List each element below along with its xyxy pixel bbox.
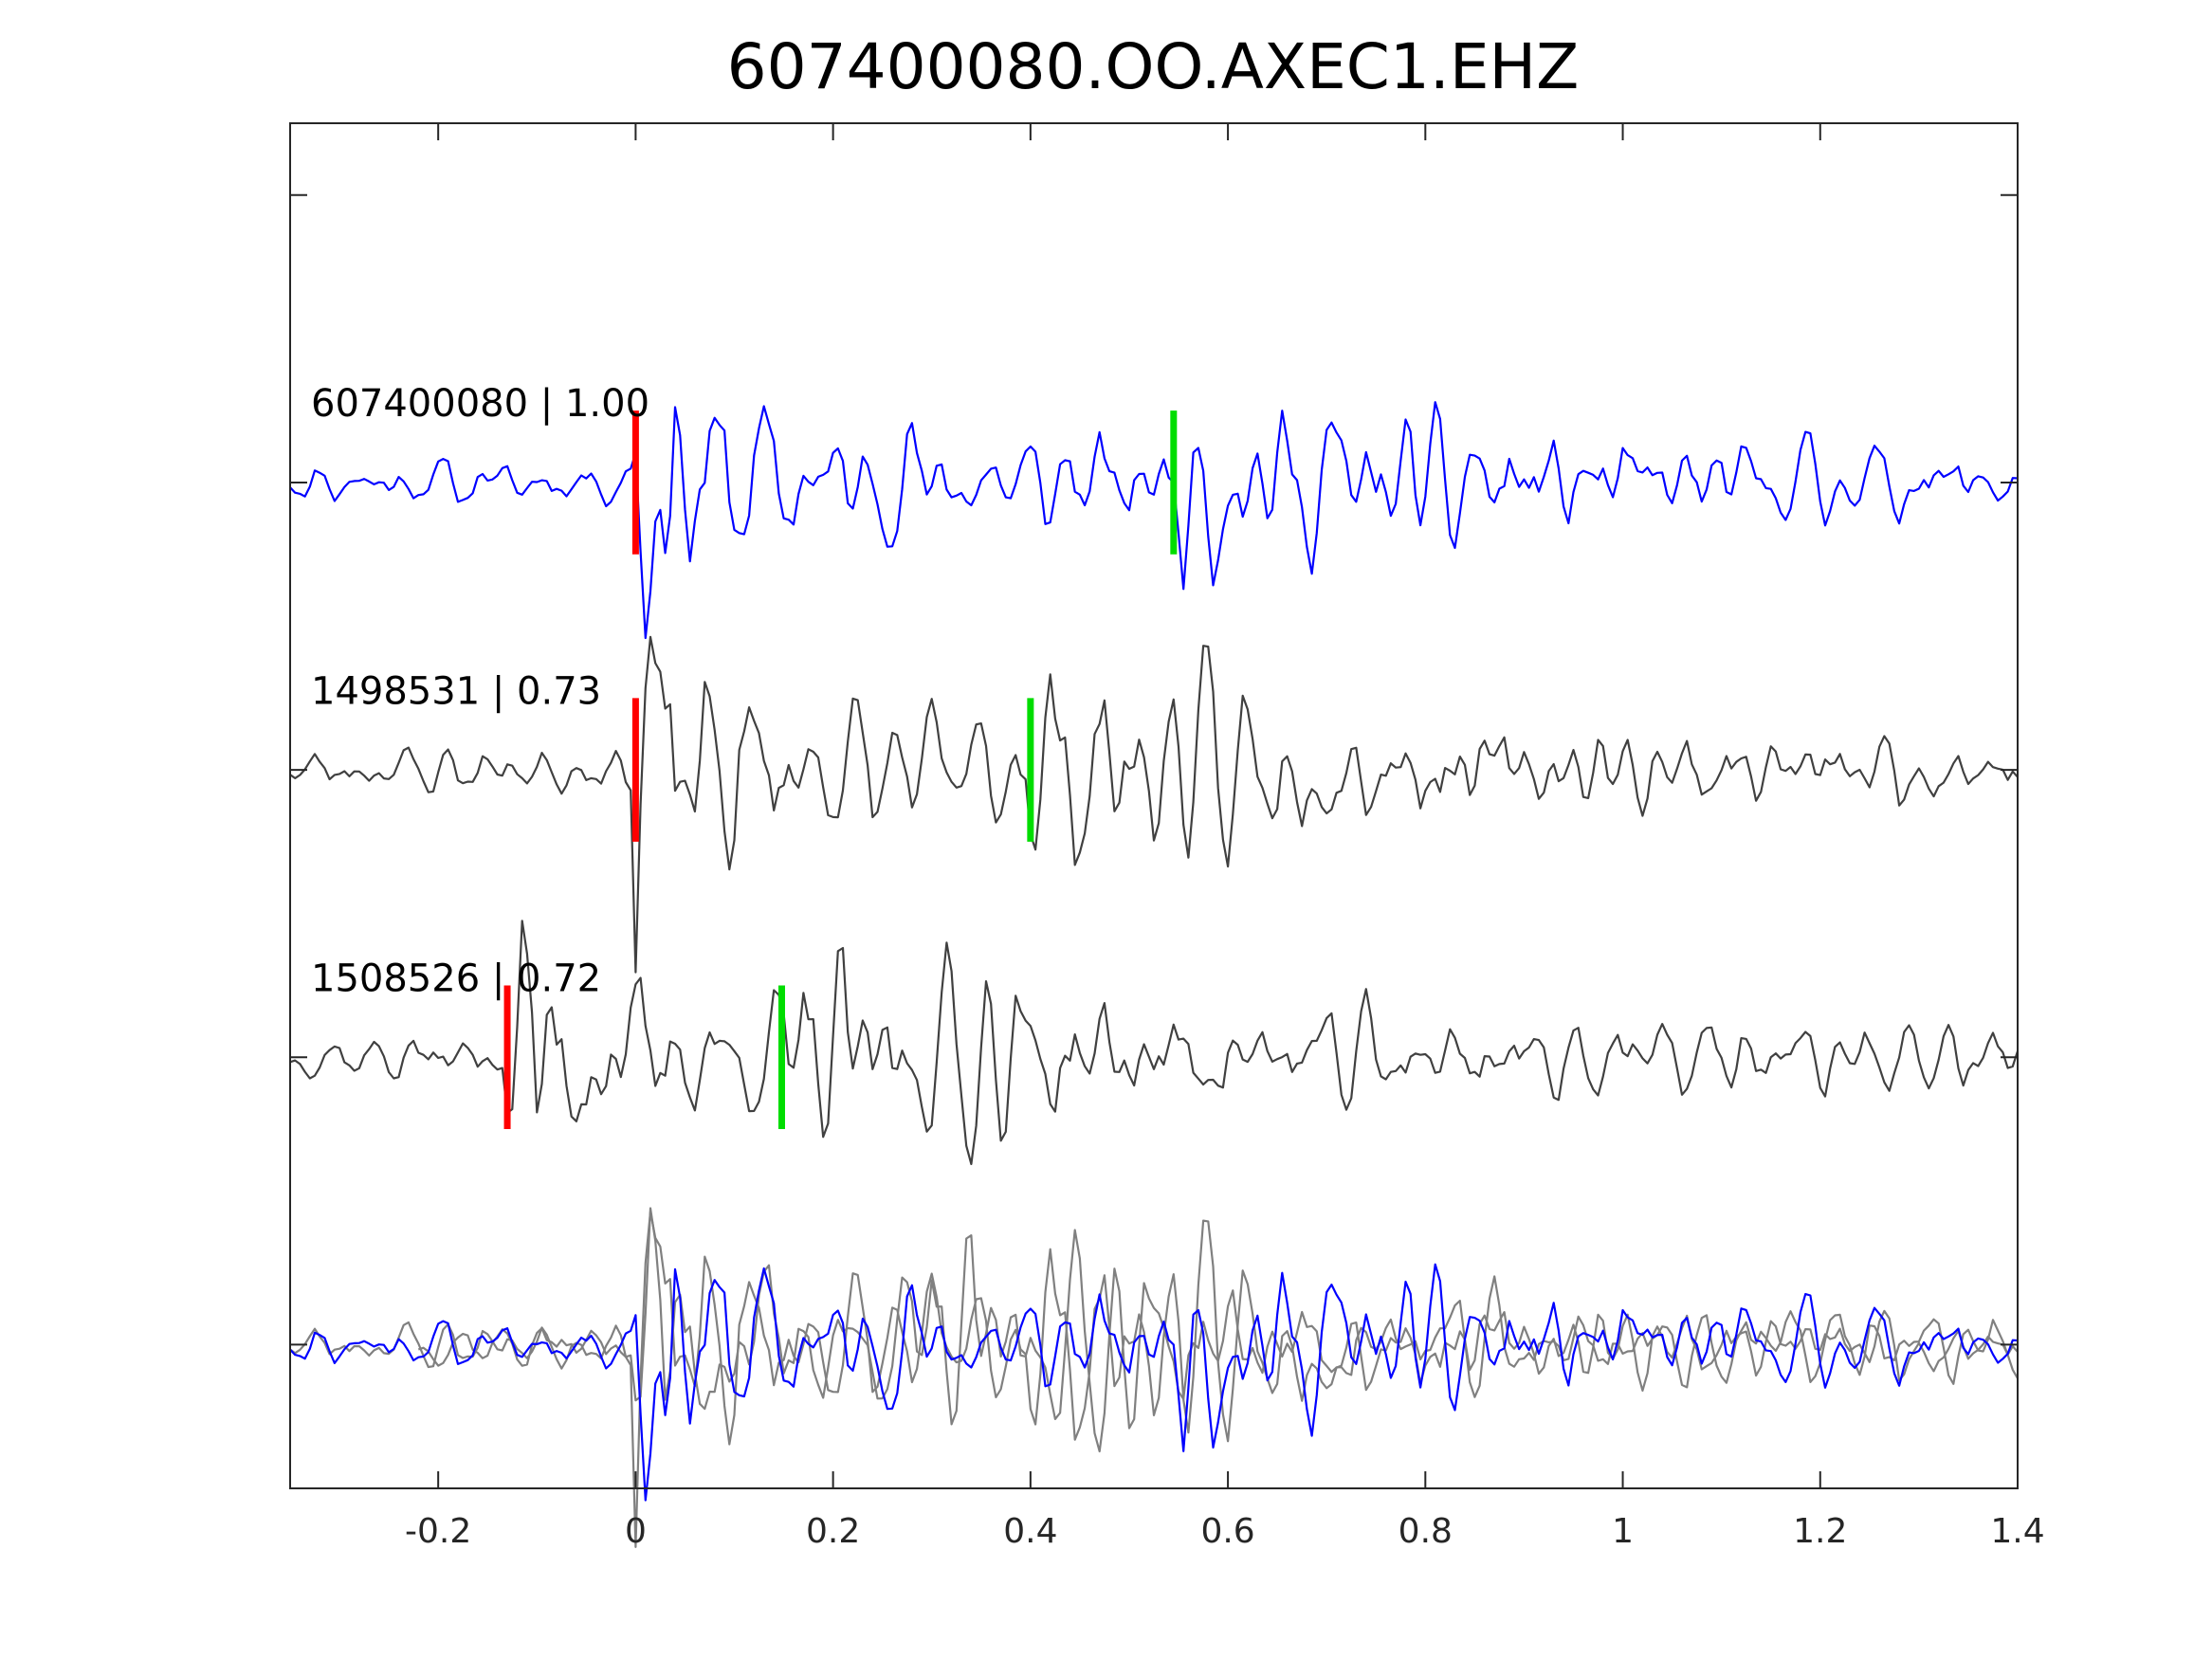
- traces-layer: [289, 401, 2020, 1548]
- x-tick-label: 1.4: [1990, 1512, 2044, 1551]
- x-tick-label: 0: [625, 1512, 647, 1551]
- trace-labels-layer: 607400080 | 1.00 1498531 | 0.73 1508526 | …: [311, 382, 649, 1000]
- x-tick-label: 0.4: [1003, 1512, 1057, 1551]
- plot-frame: [289, 122, 2019, 1489]
- x-tick-label: 0.6: [1200, 1512, 1254, 1551]
- x-tick-label: 0.8: [1398, 1512, 1453, 1551]
- picks-layer: [503, 410, 1178, 1130]
- overlay-trace-1498531: [289, 1211, 2019, 1548]
- trace-1508526: [289, 920, 2020, 1165]
- x-tick-label: -0.2: [405, 1512, 471, 1551]
- chart-title: 607400080.OO.AXEC1.EHZ: [727, 30, 1580, 103]
- x-tick-label: 1.2: [1793, 1512, 1847, 1551]
- x-tick-label: 0.2: [806, 1512, 860, 1551]
- trace-1498531: [289, 635, 2019, 974]
- axes-layer: -0.2 0 0.2 0.4 0.6 0.8 1 1.2 1.4: [289, 122, 2045, 1551]
- trace-607400080: [289, 401, 2019, 640]
- overlay-trace-607400080: [289, 1263, 2019, 1502]
- trace-label-1508526: 1508526 | 0.72: [311, 957, 601, 1000]
- x-tick-label: 1: [1612, 1512, 1634, 1551]
- trace-label-1498531: 1498531 | 0.73: [311, 669, 601, 713]
- trace-label-607400080: 607400080 | 1.00: [311, 382, 649, 426]
